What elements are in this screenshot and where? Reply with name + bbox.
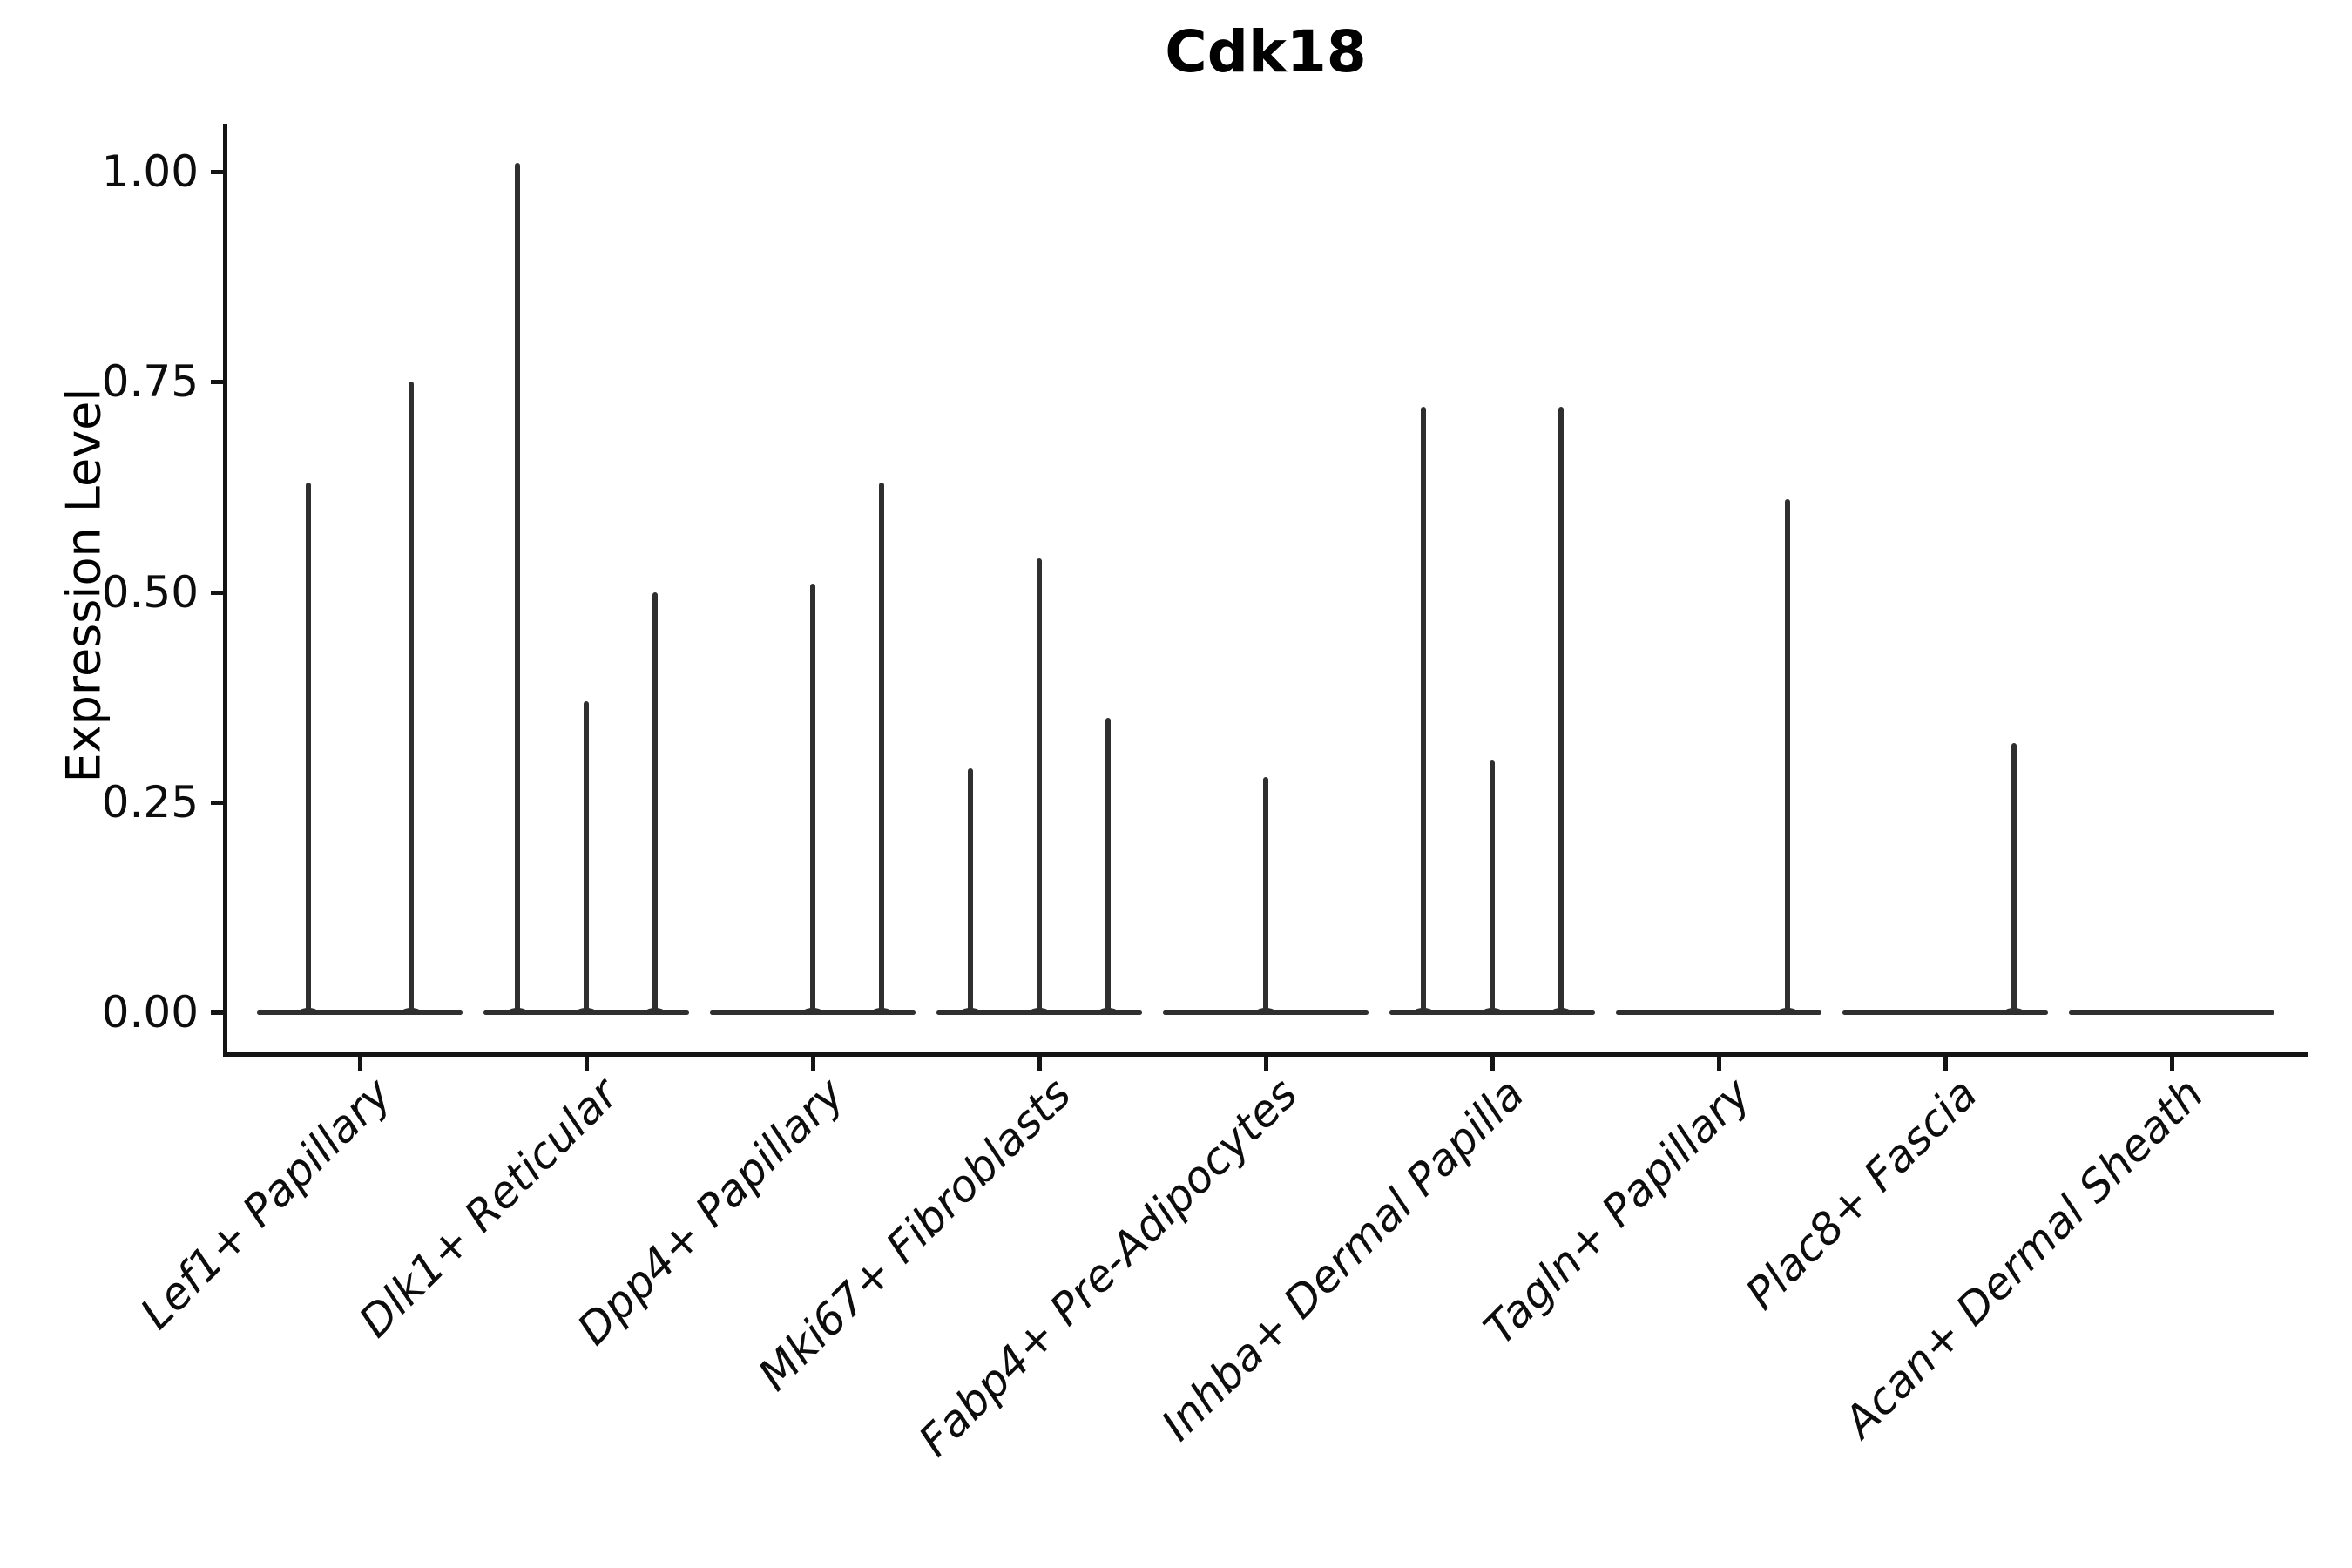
x-tick-mark: [358, 1057, 362, 1071]
y-tick-label: 0.50: [101, 566, 199, 618]
spike-flare: [300, 1008, 317, 1014]
y-tick-label: 1.00: [101, 146, 199, 197]
x-tick-mark: [1490, 1057, 1495, 1071]
violin-spike: [879, 483, 885, 1012]
x-tick-mark: [1943, 1057, 1948, 1071]
spike-flare: [1257, 1008, 1274, 1014]
x-tick-mark: [1037, 1057, 1042, 1071]
spike-flare: [873, 1008, 891, 1014]
spike-flare: [1414, 1008, 1432, 1014]
violin-spike: [584, 700, 589, 1012]
y-tick-mark: [211, 1010, 223, 1015]
violin-spike: [2011, 743, 2017, 1012]
spike-flare: [402, 1008, 420, 1014]
violin-spike: [1490, 760, 1495, 1012]
spike-flare: [578, 1008, 595, 1014]
x-tick-label: Lef1+ Papillary: [131, 1068, 402, 1339]
x-tick-label: Inhba+ Dermal Papilla: [1152, 1068, 1534, 1451]
violin-baseline: [2069, 1010, 2274, 1015]
x-axis-spine: [223, 1052, 2308, 1057]
spike-flare: [1484, 1008, 1501, 1014]
spike-flare: [1031, 1008, 1048, 1014]
spike-flare: [1552, 1008, 1571, 1014]
violin-baseline: [1616, 1010, 1821, 1015]
violin-spike: [409, 382, 414, 1012]
violin-spike: [1037, 558, 1042, 1012]
y-tick-mark: [211, 380, 223, 385]
y-tick-label: 0.00: [101, 987, 199, 1037]
x-tick-mark: [811, 1057, 815, 1071]
x-tick-mark: [585, 1057, 589, 1071]
violin-spike: [306, 483, 311, 1012]
violin-spike: [514, 163, 520, 1012]
spike-flare: [508, 1008, 526, 1014]
violin-spike: [810, 583, 815, 1012]
y-tick-mark: [211, 800, 223, 805]
spike-flare: [1099, 1008, 1118, 1014]
x-tick-label: Plac8+ Fascia: [1735, 1068, 1987, 1320]
violin-spike: [1105, 718, 1112, 1012]
x-tick-mark: [1717, 1057, 1721, 1071]
violin-spike: [1263, 776, 1268, 1012]
x-tick-mark: [2170, 1057, 2174, 1071]
y-tick-mark: [211, 170, 223, 174]
y-tick-label: 0.75: [101, 356, 199, 408]
y-tick-mark: [211, 590, 223, 595]
spike-flare: [804, 1008, 821, 1014]
x-tick-label: Fabp4+ Pre-Adipocytes: [909, 1068, 1308, 1467]
spike-flare: [961, 1008, 979, 1014]
violin-spike: [1420, 407, 1426, 1012]
spike-flare: [646, 1008, 665, 1014]
spike-flare: [1779, 1008, 1797, 1014]
chart-title: Cdk18: [1165, 18, 1367, 85]
y-axis-spine: [223, 124, 227, 1057]
violin-spike: [967, 768, 973, 1012]
violin-spike: [1785, 499, 1791, 1012]
violin-spike: [1558, 407, 1565, 1012]
x-tick-mark: [1264, 1057, 1268, 1071]
violin-spike: [652, 591, 659, 1012]
spike-flare: [2005, 1008, 2024, 1014]
violin-baseline: [1842, 1010, 2048, 1015]
violin-baseline: [257, 1010, 463, 1015]
y-tick-label: 0.25: [101, 776, 199, 828]
